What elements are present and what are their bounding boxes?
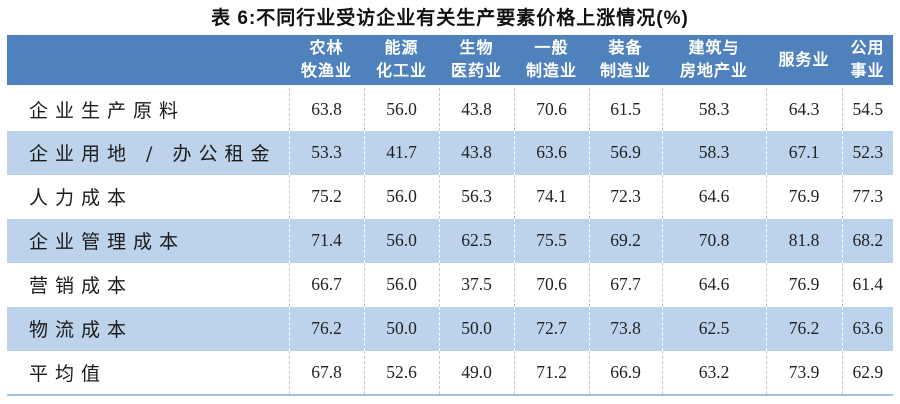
- value-cell: 69.2: [588, 218, 662, 263]
- value-cell: 67.7: [588, 262, 662, 307]
- value-cell: 62.5: [661, 306, 766, 351]
- table-row: 物流成本 76.2 50.0 50.0 72.7 73.8 62.5 76.2 63.6: [7, 306, 893, 351]
- value-cell: 70.8: [661, 218, 766, 263]
- value-cell: 75.5: [513, 218, 589, 263]
- column-header: 公用 事业: [842, 35, 893, 88]
- value-cell: 76.2: [765, 306, 842, 351]
- value-cell: 76.9: [765, 174, 842, 219]
- value-cell: 56.3: [438, 174, 514, 219]
- value-cell: 56.9: [588, 130, 662, 175]
- value-cell: 74.1: [513, 174, 589, 219]
- value-cell: 73.8: [588, 306, 662, 351]
- table-row: 平均值 67.8 52.6 49.0 71.2 66.9 63.2 73.9 62.9: [7, 350, 893, 395]
- value-cell: 62.5: [438, 218, 514, 263]
- value-cell: 43.8: [438, 86, 514, 131]
- column-header: 服务业: [766, 35, 842, 88]
- value-cell: 58.3: [661, 130, 766, 175]
- data-table: 农林 牧渔业 能源 化工业 生物 医药业 一般 制造业 装备 制造业 建筑与 房地产业 服务业 公用 事业 …: [7, 35, 893, 396]
- value-cell: 62.9: [841, 350, 893, 395]
- value-cell: 67.1: [765, 130, 842, 175]
- value-cell: 61.4: [841, 262, 893, 307]
- value-cell: 43.8: [438, 130, 514, 175]
- value-cell: 64.3: [765, 86, 842, 131]
- table-row: 人力成本 75.2 56.0 56.3 74.1 72.3 64.6 76.9 77.3: [7, 174, 893, 219]
- page-title: 表 6:不同行业受访企业有关生产要素价格上涨情况(%): [211, 8, 689, 29]
- value-cell: 66.7: [288, 262, 364, 307]
- value-cell: 54.5: [841, 86, 893, 131]
- value-cell: 64.6: [661, 174, 766, 219]
- value-cell: 73.9: [765, 350, 842, 395]
- column-header: 装备 制造业: [589, 35, 662, 88]
- column-header: 一般 制造业: [514, 35, 589, 88]
- value-cell: 49.0: [438, 350, 514, 395]
- column-header: 能源 化工业: [364, 35, 439, 88]
- row-label: 营销成本: [29, 275, 134, 297]
- column-header: 建筑与 房地产业: [662, 35, 766, 88]
- value-cell: 56.0: [363, 174, 439, 219]
- value-cell: 50.0: [438, 306, 514, 351]
- value-cell: 63.8: [288, 86, 364, 131]
- value-cell: 71.4: [288, 218, 364, 263]
- value-cell: 52.3: [841, 130, 893, 175]
- row-label: 物流成本: [29, 319, 134, 341]
- table-row: 企业生产原料 63.8 56.0 43.8 70.6 61.5 58.3 64.3 54.5: [7, 86, 893, 131]
- value-cell: 64.6: [661, 262, 766, 307]
- value-cell: 77.3: [841, 174, 893, 219]
- value-cell: 50.0: [363, 306, 439, 351]
- row-label: 平均值: [29, 362, 108, 385]
- value-cell: 63.6: [513, 130, 589, 175]
- header-row: 农林 牧渔业 能源 化工业 生物 医药业 一般 制造业 装备 制造业 建筑与 房地产业 服务业 公用 事业: [7, 35, 893, 88]
- value-cell: 75.2: [288, 174, 364, 219]
- value-cell: 68.2: [841, 218, 893, 263]
- value-cell: 81.8: [765, 218, 842, 263]
- value-cell: 56.0: [363, 262, 439, 307]
- value-cell: 76.9: [765, 262, 842, 307]
- corner-cell: [7, 35, 289, 88]
- value-cell: 52.6: [363, 350, 439, 395]
- row-label: 人力成本: [29, 187, 134, 209]
- value-cell: 53.3: [288, 130, 364, 175]
- value-cell: 56.0: [363, 218, 439, 263]
- value-cell: 58.3: [661, 86, 766, 131]
- value-cell: 70.6: [513, 262, 589, 307]
- row-label: 企业生产原料: [29, 99, 186, 122]
- value-cell: 72.3: [588, 174, 662, 219]
- value-cell: 70.6: [513, 86, 589, 131]
- column-header: 农林 牧渔业: [289, 35, 364, 88]
- value-cell: 37.5: [438, 262, 514, 307]
- value-cell: 71.2: [513, 350, 589, 395]
- row-label: 企业用地 / 办公租金: [29, 143, 277, 165]
- value-cell: 72.7: [513, 306, 589, 351]
- value-cell: 63.2: [661, 350, 766, 395]
- table-row: 企业管理成本 71.4 56.0 62.5 75.5 69.2 70.8 81.8 68.2: [7, 218, 893, 263]
- value-cell: 66.9: [588, 350, 662, 395]
- row-label: 企业管理成本: [29, 231, 186, 253]
- value-cell: 67.8: [288, 350, 364, 395]
- value-cell: 76.2: [288, 306, 364, 351]
- table-row: 营销成本 66.7 56.0 37.5 70.6 67.7 64.6 76.9 61.4: [7, 262, 893, 307]
- table-body: 企业生产原料 63.8 56.0 43.8 70.6 61.5 58.3 64.3 54.5 企业…: [7, 86, 893, 395]
- value-cell: 41.7: [363, 130, 439, 175]
- value-cell: 63.6: [841, 306, 893, 351]
- column-header: 生物 医药业: [439, 35, 514, 88]
- table-row: 企业用地 / 办公租金 53.3 41.7 43.8 63.6 56.9 58.3 67.1 5…: [7, 130, 893, 175]
- value-cell: 61.5: [588, 86, 662, 131]
- value-cell: 56.0: [363, 86, 439, 131]
